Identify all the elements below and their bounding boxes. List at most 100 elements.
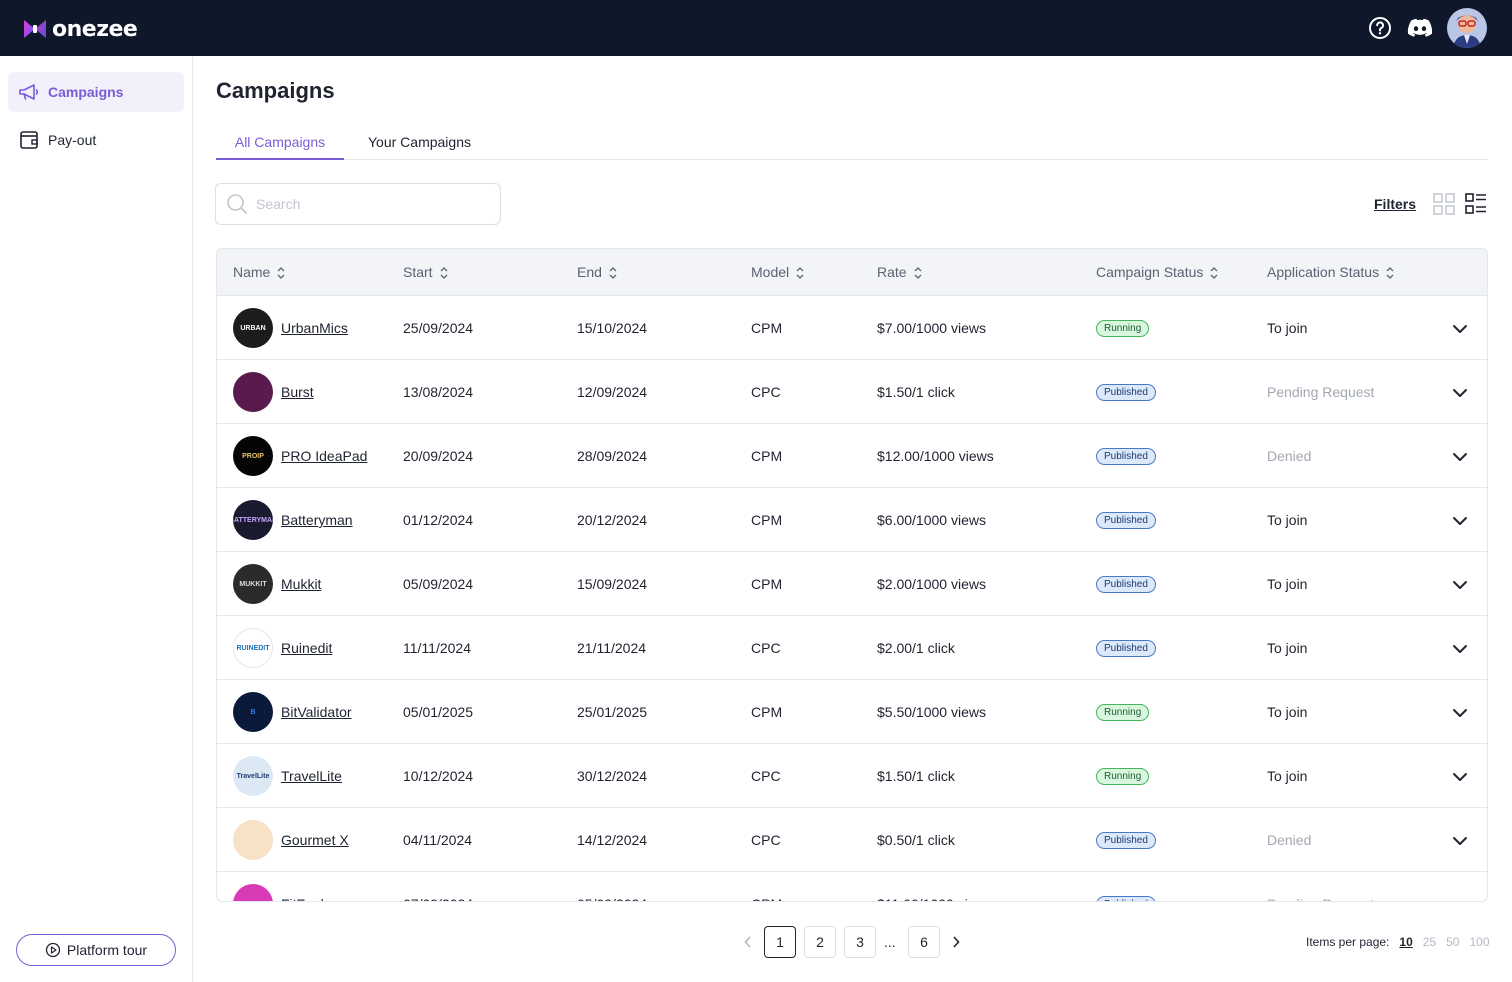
help-icon[interactable]	[1366, 14, 1394, 42]
cell-start: 20/09/2024	[403, 448, 474, 464]
cell-name: B BitValidator	[233, 680, 352, 744]
campaign-logo: URBAN	[233, 308, 273, 348]
tab-all-campaigns[interactable]: All Campaigns	[216, 124, 344, 160]
items-per-page-option-50[interactable]: 50	[1446, 935, 1460, 949]
sidebar-item-campaigns[interactable]: Campaigns	[8, 72, 184, 112]
megaphone-icon	[18, 81, 40, 103]
items-per-page-option-10[interactable]: 10	[1399, 935, 1413, 949]
filters-button[interactable]: Filters	[1374, 196, 1417, 212]
cell-campaign-status: Published	[1096, 872, 1156, 901]
campaign-logo	[233, 372, 273, 412]
column-header-campaign-status[interactable]: Campaign Status	[1096, 249, 1219, 296]
sidebar-item-pay-out[interactable]: Pay-out	[8, 120, 184, 160]
page-button-6[interactable]: 6	[908, 926, 940, 958]
prev-page-icon[interactable]	[740, 933, 756, 951]
campaign-logo	[233, 820, 273, 860]
campaign-name-link[interactable]: Gourmet X	[281, 832, 349, 848]
table-row[interactable]: PROIP PRO IdeaPad 20/09/2024 28/09/2024 CPM $…	[217, 424, 1487, 488]
cell-end: 14/12/2024	[577, 832, 648, 848]
search-box	[215, 183, 501, 225]
page-button-3[interactable]: 3	[844, 926, 876, 958]
campaign-name-link[interactable]: TravelLite	[281, 768, 342, 784]
expand-row-chevron-icon[interactable]	[1451, 448, 1469, 466]
table-row[interactable]: URBAN UrbanMics 25/09/2024 15/10/2024 CPM $7.…	[217, 296, 1487, 360]
expand-row-chevron-icon[interactable]	[1451, 832, 1469, 850]
column-header-name[interactable]: Name	[233, 249, 286, 296]
table-row[interactable]: FitFuel 07/09/2024 05/09/2024 CPM $11.00/100…	[217, 872, 1487, 901]
status-badge: Running	[1096, 767, 1150, 785]
cell-application-status: To join	[1267, 704, 1308, 720]
cell-name: BATTERYMAN Batteryman	[233, 488, 353, 552]
onezee-logo-icon	[24, 20, 46, 38]
sort-icon	[913, 266, 923, 280]
campaign-logo: B	[233, 692, 273, 732]
cell-start: 01/12/2024	[403, 512, 474, 528]
page-button-1[interactable]: 1	[764, 926, 796, 958]
cell-start: 05/09/2024	[403, 576, 474, 592]
campaign-name-link[interactable]: Burst	[281, 384, 314, 400]
cell-application-status: Denied	[1267, 448, 1312, 464]
expand-row-chevron-icon[interactable]	[1451, 512, 1469, 530]
cell-campaign-status: Running	[1096, 680, 1150, 744]
status-badge: Published	[1096, 895, 1156, 901]
items-per-page-label: Items per page:	[1306, 935, 1390, 949]
table-row[interactable]: B BitValidator 05/01/2025 25/01/2025 CPM $5.5…	[217, 680, 1487, 744]
cell-application-status: To join	[1267, 320, 1308, 336]
expand-row-chevron-icon[interactable]	[1451, 640, 1469, 658]
campaign-name-link[interactable]: FitFuel	[281, 896, 324, 901]
list-view-icon[interactable]	[1465, 193, 1487, 215]
campaign-name-link[interactable]: Batteryman	[281, 512, 353, 528]
table-row[interactable]: TravelLite TravelLite 10/12/2024 30/12/2024…	[217, 744, 1487, 808]
campaign-name-link[interactable]: UrbanMics	[281, 320, 348, 336]
table-row[interactable]: BATTERYMAN Batteryman 01/12/2024 20/12/2024…	[217, 488, 1487, 552]
app-logo[interactable]: onezee	[22, 16, 138, 42]
expand-row-chevron-icon[interactable]	[1451, 768, 1469, 786]
expand-row-chevron-icon[interactable]	[1451, 896, 1469, 901]
expand-row-chevron-icon[interactable]	[1451, 704, 1469, 722]
column-header-application-status[interactable]: Application Status	[1267, 249, 1395, 296]
expand-row-chevron-icon[interactable]	[1451, 576, 1469, 594]
grid-view-icon[interactable]	[1433, 193, 1455, 215]
table-row[interactable]: RUINEDIT Ruinedit 11/11/2024 21/11/2024 CPC $…	[217, 616, 1487, 680]
campaign-logo: MUKKIT	[233, 564, 273, 604]
platform-tour-button[interactable]: Platform tour	[16, 934, 176, 966]
column-header-model[interactable]: Model	[751, 249, 805, 296]
campaign-logo: RUINEDIT	[233, 628, 273, 668]
cell-campaign-status: Published	[1096, 360, 1156, 424]
items-per-page-option-100[interactable]: 100	[1469, 935, 1490, 949]
cell-name: RUINEDIT Ruinedit	[233, 616, 332, 680]
campaign-name-link[interactable]: PRO IdeaPad	[281, 448, 368, 464]
status-badge: Published	[1096, 639, 1156, 657]
platform-tour-label: Platform tour	[66, 942, 148, 958]
app-name: onezee	[52, 16, 138, 42]
expand-row-chevron-icon[interactable]	[1451, 384, 1469, 402]
user-avatar[interactable]	[1447, 8, 1487, 48]
sort-icon	[1209, 266, 1219, 280]
table-row[interactable]: MUKKIT Mukkit 05/09/2024 15/09/2024 CPM $2.00…	[217, 552, 1487, 616]
column-header-start[interactable]: Start	[403, 249, 449, 296]
campaign-name-link[interactable]: BitValidator	[281, 704, 352, 720]
page-title: Campaigns	[216, 78, 335, 103]
search-input[interactable]	[256, 196, 486, 212]
table-row[interactable]: Burst 13/08/2024 12/09/2024 CPC $1.50/1 clic…	[217, 360, 1487, 424]
column-header-rate[interactable]: Rate	[877, 249, 923, 296]
campaign-name-link[interactable]: Mukkit	[281, 576, 322, 592]
cell-name: TravelLite TravelLite	[233, 744, 342, 808]
cell-end: 21/11/2024	[577, 640, 647, 656]
cell-start: 11/11/2024	[403, 640, 471, 656]
items-per-page-option-25[interactable]: 25	[1422, 935, 1437, 949]
cell-name: URBAN UrbanMics	[233, 296, 348, 360]
discord-icon[interactable]	[1406, 14, 1434, 42]
tab-your-campaigns[interactable]: Your Campaigns	[368, 134, 471, 150]
items-per-page: Items per page: 10 25 50 100	[1306, 935, 1490, 949]
table-row[interactable]: Gourmet X 04/11/2024 14/12/2024 CPC $0.50/1 …	[217, 808, 1487, 872]
column-header-end[interactable]: End	[577, 249, 618, 296]
cell-model: CPM	[751, 872, 782, 901]
wallet-icon	[18, 129, 40, 151]
campaign-name-link[interactable]: Ruinedit	[281, 640, 333, 656]
page-button-2[interactable]: 2	[804, 926, 836, 958]
status-badge: Published	[1096, 575, 1156, 593]
expand-row-chevron-icon[interactable]	[1451, 320, 1469, 338]
cell-rate: $2.00/1000 views	[877, 576, 986, 592]
next-page-icon[interactable]	[948, 933, 964, 951]
